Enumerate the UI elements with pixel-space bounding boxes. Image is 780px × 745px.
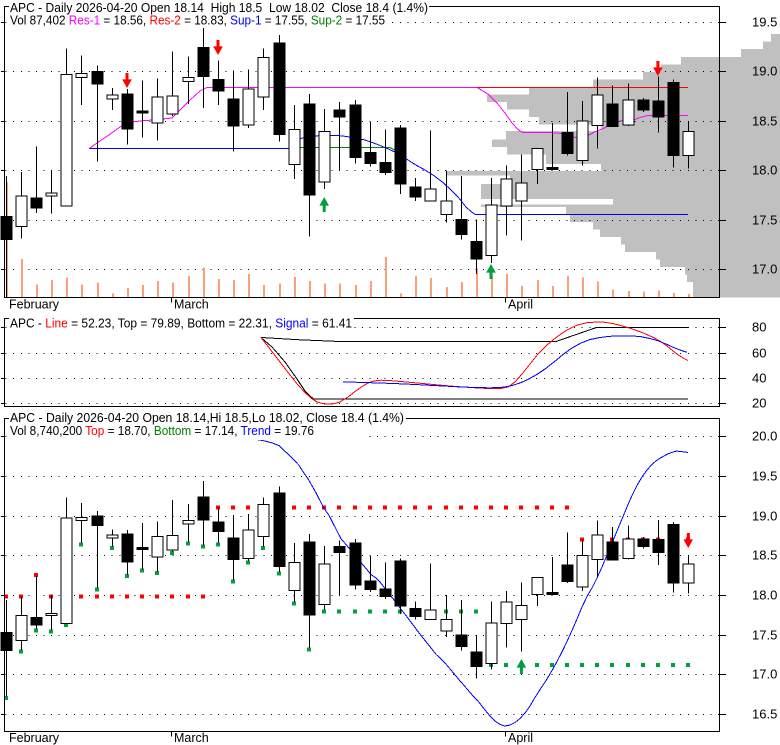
- svg-text:18.0: 18.0: [752, 588, 777, 603]
- svg-text:18.0: 18.0: [752, 163, 777, 178]
- svg-text:19.5: 19.5: [752, 15, 777, 30]
- svg-text:APC - Daily 2026-04-20 Open 18: APC - Daily 2026-04-20 Open 18.14 High 1…: [10, 0, 428, 15]
- svg-text:20: 20: [752, 396, 766, 411]
- svg-text:40: 40: [752, 371, 766, 386]
- svg-text:February: February: [9, 298, 60, 312]
- svg-text:April: April: [508, 298, 533, 312]
- svg-text:APC - Line = 52.23, Top = 79.8: APC - Line = 52.23, Top = 79.89, Bottom …: [10, 316, 352, 331]
- svg-text:20.0: 20.0: [752, 429, 777, 444]
- svg-text:Vol 87,402 Res-1 = 18.56, Res-: Vol 87,402 Res-1 = 18.56, Res-2 = 18.83,…: [10, 13, 385, 28]
- svg-text:March: March: [174, 298, 209, 312]
- svg-text:60: 60: [752, 346, 766, 361]
- svg-text:80: 80: [752, 320, 766, 335]
- svg-text:17.0: 17.0: [752, 667, 777, 682]
- svg-text:17.0: 17.0: [752, 262, 777, 277]
- svg-text:April: April: [508, 731, 533, 745]
- svg-text:16.5: 16.5: [752, 707, 777, 722]
- svg-text:February: February: [9, 731, 60, 745]
- svg-text:17.5: 17.5: [752, 213, 777, 228]
- svg-text:19.5: 19.5: [752, 469, 777, 484]
- svg-text:March: March: [174, 731, 209, 745]
- svg-text:19.0: 19.0: [752, 509, 777, 524]
- svg-text:18.5: 18.5: [752, 548, 777, 563]
- svg-text:19.0: 19.0: [752, 64, 777, 79]
- svg-text:17.5: 17.5: [752, 628, 777, 643]
- svg-text:APC - Daily 2026-04-20 Open 18: APC - Daily 2026-04-20 Open 18.14,Hi 18.…: [10, 410, 404, 425]
- svg-text:Vol 8,740,200 Top = 18.70, Bot: Vol 8,740,200 Top = 18.70, Bottom = 17.1…: [10, 423, 314, 438]
- svg-text:18.5: 18.5: [752, 114, 777, 129]
